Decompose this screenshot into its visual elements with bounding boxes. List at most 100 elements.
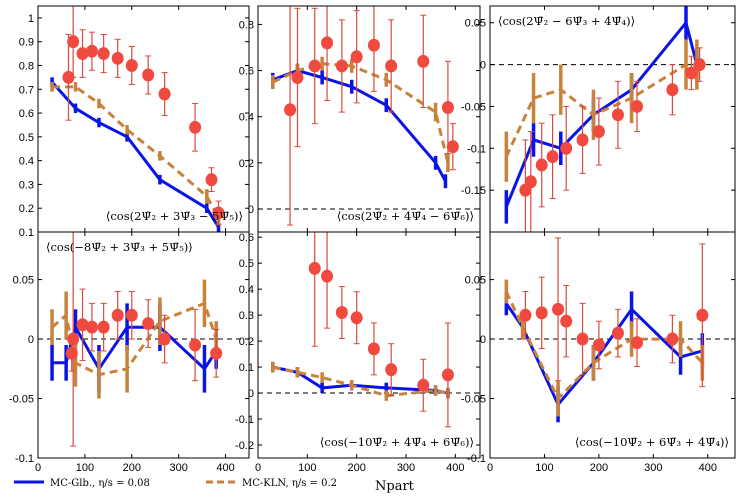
panel-frame (257, 5, 481, 233)
data-marker (142, 68, 155, 82)
y-tick-label: 0.6 (239, 232, 254, 244)
panel-title: ⟨cos(2Ψ̄₂ − 6Ψ̄₃ + 4Ψ̄₄)⟩ (498, 14, 635, 28)
y-tick-label: -0.1 (235, 414, 254, 426)
data-marker (560, 314, 573, 328)
y-tick-label: 0.05 (13, 275, 34, 287)
y-tick-label: 0 (248, 204, 254, 216)
data-marker (142, 317, 155, 331)
data-marker (158, 332, 171, 346)
y-tick-label: -0.05 (9, 394, 34, 406)
data-marker (576, 332, 589, 346)
data-marker (97, 47, 110, 61)
data-marker (576, 133, 589, 147)
x-axis-label: Npart (375, 479, 415, 494)
data-marker (367, 342, 380, 356)
legend: MC-Glb., η/s = 0.08 MC-KLN, η/s = 0.2 Np… (14, 478, 415, 494)
y-tick-label: 0 (480, 334, 486, 346)
panel-bottom-right: -0.1 -0.05 0 0.05 0 100 200 300 400 ⟨cos(−10Ψ̄₂ +… (461, 231, 736, 474)
data-marker (350, 311, 363, 325)
data-marker (696, 308, 709, 322)
y-tick-label: 0.05 (465, 18, 486, 30)
x-tick-label: 100 (298, 462, 316, 474)
legend-glauber-label: MC-Glb., η/s = 0.08 (50, 478, 150, 489)
x-tick-label: 0 (255, 462, 261, 474)
y-tick-label: 0.3 (19, 179, 34, 191)
x-tick-label: 200 (347, 462, 365, 474)
panel-bottom-left: -0.1 -0.05 0 0.05 0 100 200 300 400 ⟨cos(−8Ψ̄₂ + … (9, 231, 250, 474)
y-tick-label: 0.5 (19, 132, 34, 144)
data-marker (552, 302, 565, 316)
y-tick-label: -0.1 (467, 453, 486, 465)
data-marker (291, 70, 304, 84)
data-marker (76, 47, 89, 61)
x-tick-label: 400 (446, 462, 464, 474)
data-marker (212, 206, 225, 220)
panel-frame (489, 231, 736, 459)
y-tick-label: 0.6 (19, 108, 34, 120)
y-tick-label: 0.1 (239, 362, 254, 374)
data-marker (335, 59, 348, 73)
data-marker (560, 141, 573, 155)
data-marker (111, 308, 124, 322)
y-tick-label: -0.05 (461, 394, 486, 406)
y-tick-label: 0.8 (19, 60, 34, 72)
plot-area (50, 6, 225, 232)
plot-area (258, 232, 480, 428)
data-marker (158, 87, 171, 101)
y-tick-label: 0.3 (239, 310, 254, 322)
y-tick-label: 1 (28, 13, 34, 25)
data-marker (67, 35, 80, 49)
panel-frame (37, 231, 250, 459)
legend-kln-label: MC-KLN, η/s = 0.2 (242, 478, 337, 489)
y-tick-label: 0 (248, 388, 254, 400)
data-marker (189, 338, 202, 352)
panel-top-right: -0.15 -0.1 -0.05 0 0.05 ⟨cos(2Ψ̄₂ − 6Ψ̄₃ + 4Ψ… (461, 5, 736, 233)
y-tick-label: 0.4 (19, 156, 34, 168)
plot-area (38, 232, 249, 447)
y-tick-label: 0.4 (239, 112, 254, 124)
data-marker (205, 173, 218, 187)
data-marker (97, 320, 110, 334)
y-tick-label: 0.2 (19, 203, 34, 215)
x-tick-label: 300 (644, 462, 662, 474)
data-marker (189, 120, 202, 134)
y-tick-label: 0.4 (239, 284, 254, 296)
plot-area (490, 6, 735, 232)
data-marker (546, 150, 559, 164)
data-marker (631, 336, 643, 350)
data-marker (685, 66, 698, 80)
data-marker (367, 38, 380, 52)
data-marker (85, 44, 98, 58)
data-marker (441, 368, 454, 382)
y-tick-label: 0.9 (19, 37, 34, 49)
x-tick-label: 200 (590, 462, 608, 474)
x-tick-label: 0 (487, 462, 493, 474)
y-tick-label: -0.1 (467, 143, 486, 155)
data-marker (76, 318, 89, 332)
y-tick-label: 0.7 (19, 84, 34, 96)
data-marker (611, 108, 624, 122)
data-marker (125, 58, 138, 72)
data-marker (524, 175, 537, 189)
data-marker (535, 158, 548, 172)
panel-title: ⟨cos(−8Ψ̄₂ + 3Ψ̄₃ + 5Ψ̄₅)⟩ (46, 240, 193, 254)
data-marker (631, 99, 643, 113)
data-marker (592, 338, 605, 352)
data-marker (308, 59, 321, 73)
panel-title: ⟨cos(−10Ψ̄₂ + 4Ψ̄₄ + 6Ψ̄₆)⟩ (320, 435, 474, 449)
y-tick-label: 0 (28, 334, 34, 346)
plot-area (490, 237, 735, 423)
x-tick-label: 400 (699, 462, 717, 474)
y-tick-label: -0.1 (15, 453, 34, 465)
panel-title: ⟨cos(2Ψ̄₂ + 4Ψ̄₄ − 6Ψ̄₆)⟩ (337, 209, 474, 223)
y-tick-label: -0.05 (461, 101, 486, 113)
y-tick-label: 0.05 (465, 275, 486, 287)
x-tick-label: 400 (216, 462, 234, 474)
data-marker (321, 36, 334, 50)
data-marker (111, 51, 124, 65)
data-marker (62, 70, 75, 84)
data-marker (385, 59, 398, 73)
data-marker (385, 363, 398, 377)
data-marker (335, 306, 348, 320)
